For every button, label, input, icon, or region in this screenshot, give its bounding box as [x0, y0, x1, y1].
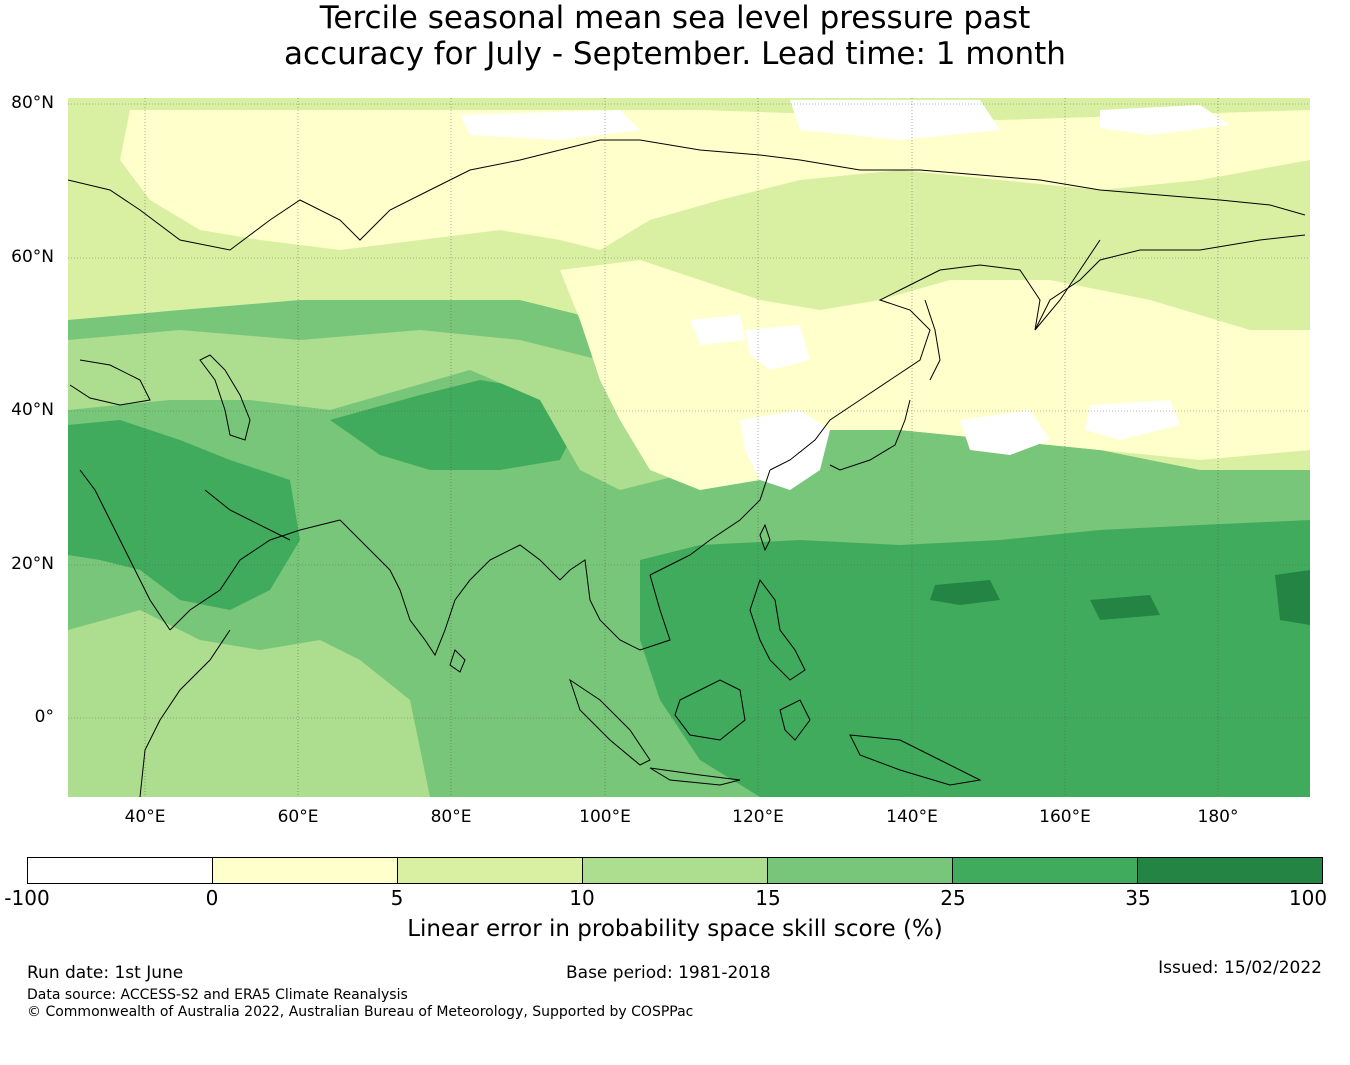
lon-label-60e: 60°E — [277, 807, 319, 827]
lon-label-80e: 80°E — [430, 807, 472, 827]
lat-label-0: 0° — [34, 707, 54, 727]
coast-arctic-europe — [68, 139, 1306, 251]
coast-china — [649, 469, 771, 576]
colorbar-tick: 5 — [390, 886, 404, 910]
shade-darkest-patch-mid — [1090, 595, 1160, 620]
lon-label-120e: 120°E — [732, 807, 784, 827]
colorbar-tick: -100 — [4, 886, 50, 910]
lon-label-40e: 40°E — [124, 807, 166, 827]
shade-white-mongolia — [690, 315, 745, 345]
coast-red-sea — [79, 469, 171, 631]
coast-borneo — [674, 679, 746, 741]
run-date: Run date: 1st June — [27, 963, 184, 983]
coast-kamchatka — [1034, 239, 1101, 331]
chart-title-line-1: Tercile seasonal mean sea level pressure… — [319, 0, 1031, 36]
coastlines — [68, 139, 1306, 797]
coast-java — [649, 767, 741, 786]
shade-white-pacific-2 — [1085, 400, 1180, 440]
coast-sumatra — [569, 678, 651, 766]
shade-east-africa-light — [68, 610, 430, 797]
gridlines — [68, 98, 1310, 797]
lat-label-20n: 20°N — [11, 554, 54, 574]
coast-philippines — [749, 578, 806, 681]
coast-sulawesi — [779, 699, 811, 741]
issued-date: Issued: 15/02/2022 — [1158, 958, 1322, 978]
colorbar-label: Linear error in probability space skill … — [407, 916, 943, 942]
shade-darkest-patch-east — [1275, 570, 1310, 625]
shade-white-china — [745, 325, 810, 370]
shade-pale-siberia — [120, 110, 1310, 250]
colorbar-segment — [583, 858, 768, 883]
colorbar-tick: 100 — [1288, 886, 1328, 910]
shade-white-arctic-2 — [790, 100, 1000, 140]
colorbar-segment — [1138, 858, 1322, 883]
coast-bay-of-bengal — [339, 519, 561, 657]
colorbar-segment — [28, 858, 213, 883]
lat-label-80n: 80°N — [11, 93, 54, 113]
coast-pacific-russia — [769, 234, 1306, 471]
colorbar-segment — [213, 858, 398, 883]
colorbar-tick: 25 — [940, 886, 966, 910]
colorbar-tick: 0 — [205, 886, 219, 910]
shade-pacific-strong — [640, 520, 1310, 797]
coast-east-africa — [139, 629, 231, 797]
lon-label-140e: 140°E — [886, 807, 938, 827]
colorbar-tick: 10 — [569, 886, 595, 910]
copyright: © Commonwealth of Australia 2022, Austra… — [27, 1004, 694, 1020]
lon-label-100e: 100°E — [579, 807, 631, 827]
colorbar-segment — [953, 858, 1138, 883]
coast-new-guinea — [849, 734, 982, 786]
lat-label-60n: 60°N — [11, 247, 54, 267]
shade-central-asia-light — [68, 330, 700, 490]
shade-tibet-region — [330, 380, 580, 470]
coast-sri-lanka — [449, 649, 466, 673]
map-panel — [68, 98, 1310, 797]
colorbar-segment — [398, 858, 583, 883]
shade-white-arctic-1 — [460, 110, 640, 140]
data-source: Data source: ACCESS-S2 and ERA5 Climate … — [27, 987, 408, 1003]
coast-persian-gulf — [204, 489, 291, 541]
lat-label-40n: 40°N — [11, 400, 54, 420]
colorbar-segment — [768, 858, 953, 883]
colorbar-tick: 15 — [755, 886, 781, 910]
colorbar — [27, 857, 1323, 884]
shade-arabia-region — [68, 420, 300, 610]
coast-taiwan — [759, 523, 771, 552]
coast-caspian-sea — [199, 354, 251, 441]
lon-label-160e: 160°E — [1039, 807, 1091, 827]
coast-black-sea — [69, 359, 151, 406]
chart-title-line-2: accuracy for July - September. Lead time… — [284, 36, 1066, 72]
coast-arabian-sea — [169, 519, 341, 631]
coast-sakhalin — [924, 299, 941, 381]
shade-white-pacific-1 — [960, 410, 1050, 455]
lon-label-180: 180° — [1197, 807, 1239, 827]
shade-darkest-patch-pacific — [930, 580, 1000, 605]
colorbar-tick: 35 — [1125, 886, 1151, 910]
shade-white-arctic-3 — [1100, 105, 1230, 135]
shade-white-korea — [740, 410, 830, 490]
coast-japan — [829, 399, 911, 471]
coast-indochina — [559, 559, 671, 651]
base-period: Base period: 1981-2018 — [566, 963, 771, 983]
